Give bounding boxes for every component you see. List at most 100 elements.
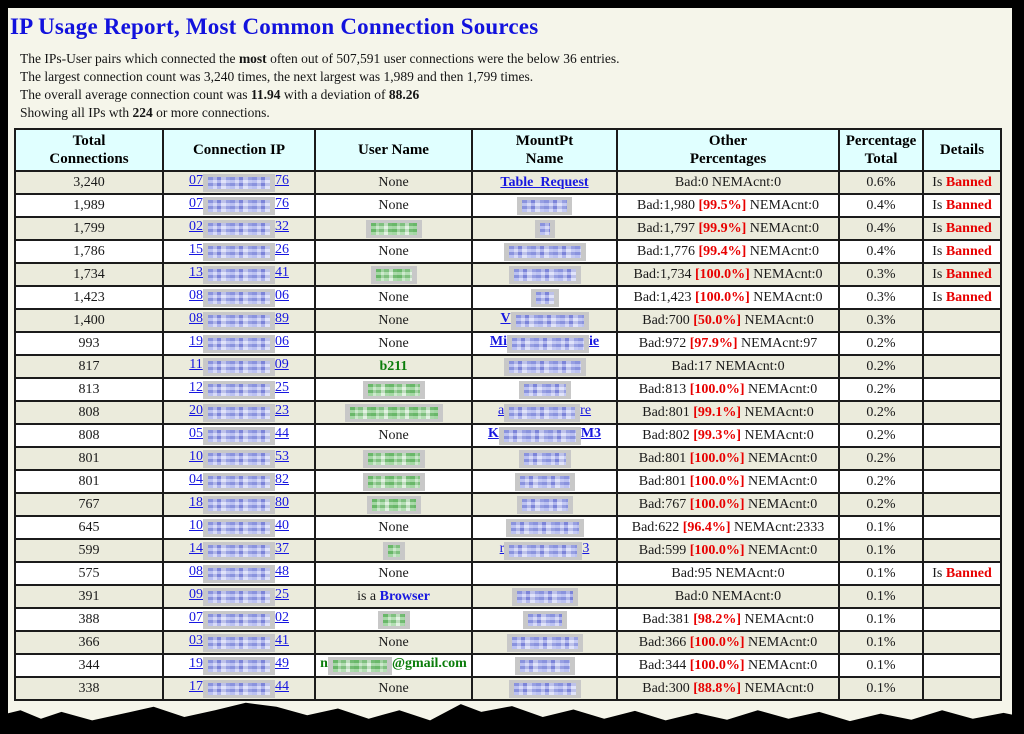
table-head: Total Connections Connection IP User Name M… <box>14 128 1002 172</box>
bad-count: Bad:344 <box>638 657 687 673</box>
mountpt-censor-block <box>504 404 581 422</box>
connection-ip-link[interactable]: 11 09 <box>189 357 289 376</box>
mountpt-cell <box>471 630 618 655</box>
total-connections-cell: 1,400 <box>14 308 164 333</box>
bad-percentage: [100.0%] <box>689 450 745 466</box>
connection-ip-link[interactable]: 19 49 <box>189 656 289 675</box>
other-percentages-cell: Bad:801 [100.0%] NEMAcnt:0 <box>616 446 840 471</box>
bad-percentage: [99.3%] <box>693 427 742 443</box>
connection-ip-link[interactable]: 02 32 <box>189 219 289 238</box>
connection-ip-link[interactable]: 05 44 <box>189 426 289 445</box>
connection-ip-link[interactable]: 18 80 <box>189 495 289 514</box>
nema-count: NEMAcnt:0 <box>748 381 818 397</box>
details-cell <box>922 607 1002 632</box>
table-row: 1,734 13 41 Bad:1,734 [100.0%] NEMAcnt:0 0.3… <box>14 262 1002 287</box>
connection-ip-link[interactable]: 10 53 <box>189 449 289 468</box>
table-row: 1,989 07 76 None Bad:1,980 [99.5%] NEMAcnt:0… <box>14 193 1002 218</box>
other-percentages-cell: Bad:300 [88.8%] NEMAcnt:0 <box>616 676 840 701</box>
mountpt-link[interactable]: Table_Request <box>500 174 589 190</box>
connection-ip-cell: 07 76 <box>162 193 316 218</box>
pixelated-redaction <box>367 453 420 465</box>
connection-ip-link[interactable]: 09 25 <box>189 587 289 606</box>
percentage-total-cell: 0.2% <box>838 492 924 517</box>
connection-ip-link[interactable]: 14 37 <box>189 541 289 560</box>
connection-ip-cell: 08 06 <box>162 285 316 310</box>
mountpt-link[interactable]: a re <box>498 403 591 422</box>
connection-ip-link[interactable]: 07 02 <box>189 610 289 629</box>
nema-count: NEMAcnt:0 <box>749 220 819 236</box>
ip-censor-block <box>203 565 275 583</box>
percentage-total-cell: 0.1% <box>838 607 924 632</box>
connection-ip-link[interactable]: 08 89 <box>189 311 289 330</box>
username-censor-block <box>327 657 392 675</box>
mountpt-link[interactable]: K M3 <box>488 426 601 445</box>
nema-count: NEMAcnt:0 <box>715 565 785 581</box>
connection-ip-link[interactable]: 17 44 <box>189 679 289 698</box>
bad-count: Bad:1,423 <box>633 289 692 305</box>
table-row: 338 17 44 None Bad:300 [88.8%] NEMAcnt:0 0.1% <box>14 676 1002 701</box>
user-name-cell: None <box>314 676 473 701</box>
total-connections-cell: 3,240 <box>14 170 164 195</box>
mountpt-link[interactable] <box>503 357 586 376</box>
connection-ip-link[interactable]: 19 06 <box>189 334 289 353</box>
table-row: 575 08 48 None Bad:95 NEMAcnt:0 0.1% Is Banned <box>14 561 1002 586</box>
connection-ip-cell: 07 76 <box>162 170 316 195</box>
intro-bold-value: 224 <box>132 105 153 120</box>
table-row: 366 03 41 None Bad:366 [100.0%] NEMAcnt:0 0.1… <box>14 630 1002 655</box>
mountpt-link[interactable]: V <box>500 311 589 330</box>
bad-percentage: [100.0%] <box>689 542 745 558</box>
bad-count: Bad:1,776 <box>637 243 695 259</box>
connection-ip-link[interactable]: 08 48 <box>189 564 289 583</box>
intro-bold-value: most <box>238 51 267 66</box>
intro-bold-value: 11.94 <box>250 87 281 102</box>
table-row: 817 11 09 b211 Bad:17 NEMAcnt:0 0.2% <box>14 354 1002 379</box>
intro-line: Showing all IPs wth 224 or more connecti… <box>20 104 1012 121</box>
mountpt-cell <box>471 239 618 264</box>
connection-ip-link[interactable]: 08 06 <box>189 288 289 307</box>
mountpt-cell: K M3 <box>471 423 618 448</box>
browser-label: Browser <box>379 588 430 604</box>
connection-ip-link[interactable]: 03 41 <box>189 633 289 652</box>
connection-ip-link[interactable]: 13 41 <box>189 265 289 284</box>
bad-percentage: [100.0%] <box>689 657 745 673</box>
ip-censor-block <box>203 473 275 491</box>
details-cell <box>922 308 1002 333</box>
total-connections-cell: 366 <box>14 630 164 655</box>
total-connections-cell: 388 <box>14 607 164 632</box>
mountpt-cell <box>471 607 618 632</box>
total-connections-cell: 1,786 <box>14 239 164 264</box>
other-percentages-cell: Bad:767 [100.0%] NEMAcnt:0 <box>616 492 840 517</box>
connection-ip-link[interactable]: 12 25 <box>189 380 289 399</box>
other-percentages-cell: Bad:0 NEMAcnt:0 <box>616 170 840 195</box>
nema-count: NEMAcnt:0 <box>748 634 818 650</box>
connection-ip-link[interactable]: 04 82 <box>189 472 289 491</box>
nema-count: NEMAcnt:0 <box>749 197 819 213</box>
user-name-cell: n @gmail.com <box>314 653 473 678</box>
percentage-total-cell: 0.1% <box>838 538 924 563</box>
connection-ip-link[interactable]: 15 26 <box>189 242 289 261</box>
connection-ip-cell: 02 32 <box>162 216 316 241</box>
banned-label: Banned <box>945 197 992 213</box>
connection-ip-cell: 14 37 <box>162 538 316 563</box>
pixelated-redaction <box>208 292 270 304</box>
nema-count: NEMAcnt:0 <box>744 404 814 420</box>
connection-ip-link[interactable]: 10 40 <box>189 518 289 537</box>
pixelated-redaction <box>208 246 270 258</box>
connection-ip-link[interactable]: 07 76 <box>189 196 289 215</box>
bad-percentage: [99.5%] <box>698 197 747 213</box>
bad-percentage: [100.0%] <box>694 266 750 282</box>
connection-ip-cell: 08 48 <box>162 561 316 586</box>
connection-ip-link[interactable]: 07 76 <box>189 173 289 192</box>
connection-ip-link[interactable]: 20 23 <box>189 403 289 422</box>
other-percentages-cell: Bad:17 NEMAcnt:0 <box>616 354 840 379</box>
connection-ip-cell: 13 41 <box>162 262 316 287</box>
percentage-total-cell: 0.1% <box>838 630 924 655</box>
pixelated-redaction <box>513 269 576 281</box>
username-censor-block <box>362 473 425 491</box>
nema-count: NEMAcnt:0 <box>744 611 814 627</box>
mountpt-link[interactable]: Mi ie <box>490 334 599 353</box>
pixelated-redaction <box>519 660 570 672</box>
intro-bold-value: 88.26 <box>388 87 420 102</box>
mountpt-cell <box>471 216 618 241</box>
